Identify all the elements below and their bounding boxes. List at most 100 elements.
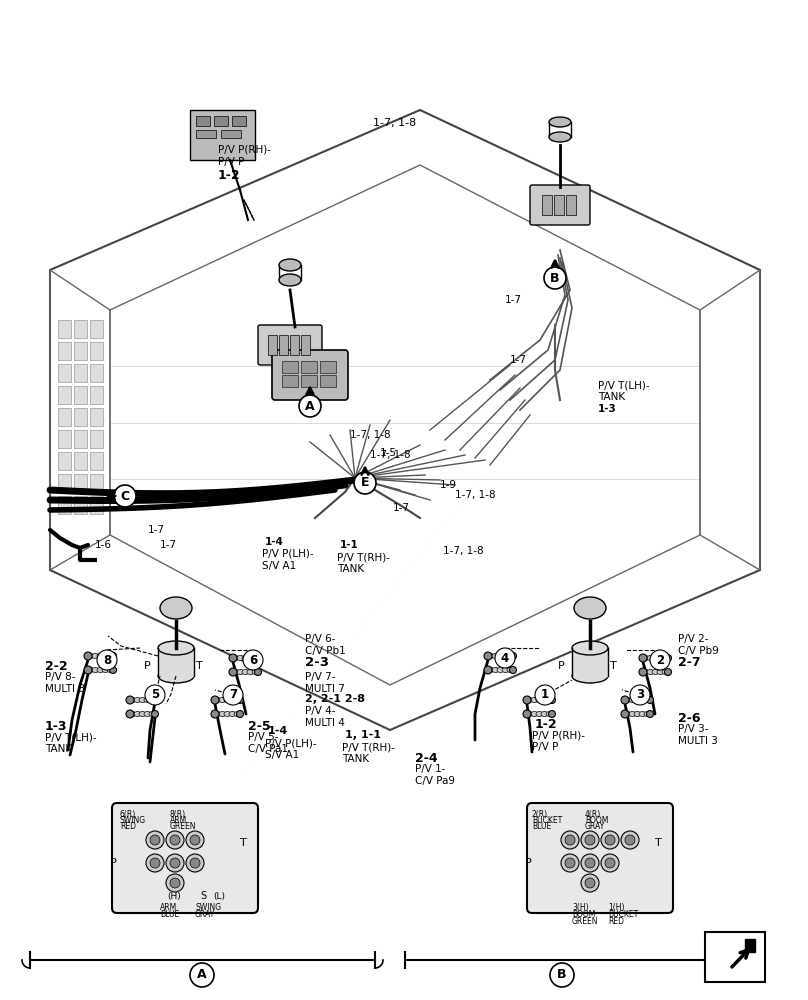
Text: P/V 2-: P/V 2-: [678, 634, 709, 644]
Bar: [282, 361, 298, 373]
Ellipse shape: [139, 698, 146, 702]
Text: 2: 2: [656, 654, 664, 666]
Bar: [542, 195, 552, 215]
Ellipse shape: [149, 698, 156, 702]
Circle shape: [630, 685, 650, 705]
Text: T: T: [610, 661, 617, 671]
Ellipse shape: [232, 656, 239, 660]
Bar: [74, 452, 87, 470]
Ellipse shape: [652, 670, 659, 674]
Ellipse shape: [574, 597, 606, 619]
Ellipse shape: [652, 656, 659, 660]
Bar: [90, 342, 103, 360]
Text: 1(H): 1(H): [608, 903, 625, 912]
Circle shape: [565, 835, 575, 845]
Bar: [268, 335, 277, 355]
Circle shape: [145, 685, 165, 705]
Circle shape: [170, 878, 180, 888]
Bar: [90, 430, 103, 448]
Text: 1-7, 1-8: 1-7, 1-8: [455, 490, 495, 500]
Text: T: T: [655, 838, 662, 848]
Ellipse shape: [144, 698, 151, 702]
Text: C/V Pb1: C/V Pb1: [305, 646, 346, 656]
Text: BLUE: BLUE: [532, 822, 551, 831]
Circle shape: [211, 696, 219, 704]
Text: P: P: [525, 858, 532, 868]
Ellipse shape: [492, 668, 499, 672]
Circle shape: [664, 654, 671, 662]
Ellipse shape: [247, 656, 254, 660]
Ellipse shape: [134, 698, 141, 702]
Ellipse shape: [647, 670, 654, 674]
FancyBboxPatch shape: [527, 803, 673, 913]
Circle shape: [152, 710, 158, 718]
Circle shape: [585, 858, 595, 868]
Circle shape: [150, 835, 160, 845]
Bar: [58, 408, 71, 426]
Circle shape: [166, 854, 184, 872]
Circle shape: [84, 652, 92, 660]
Circle shape: [190, 963, 214, 987]
Text: 1-5: 1-5: [380, 448, 397, 458]
Text: P/V T(LH)-: P/V T(LH)-: [45, 732, 97, 742]
Ellipse shape: [160, 597, 192, 619]
Bar: [290, 335, 299, 355]
Bar: [90, 496, 103, 514]
Ellipse shape: [546, 712, 553, 716]
Text: P/V P(LH)-: P/V P(LH)-: [265, 738, 317, 748]
Circle shape: [510, 652, 516, 660]
Text: 2-3: 2-3: [305, 656, 329, 669]
Circle shape: [223, 685, 243, 705]
Ellipse shape: [97, 654, 104, 658]
Ellipse shape: [87, 654, 94, 658]
Ellipse shape: [129, 698, 136, 702]
Bar: [214, 116, 228, 126]
Circle shape: [170, 858, 180, 868]
Bar: [301, 335, 310, 355]
Circle shape: [354, 472, 376, 494]
Text: P/V T(RH)-: P/V T(RH)-: [337, 552, 390, 562]
Text: 8(R): 8(R): [170, 810, 186, 819]
Text: P/V 6-: P/V 6-: [305, 634, 335, 644]
Circle shape: [211, 710, 219, 718]
Circle shape: [229, 668, 237, 676]
Bar: [196, 116, 210, 126]
Ellipse shape: [149, 712, 156, 716]
Text: 2-2: 2-2: [45, 660, 68, 673]
FancyBboxPatch shape: [272, 350, 348, 400]
Circle shape: [146, 831, 164, 849]
Circle shape: [585, 835, 595, 845]
Circle shape: [581, 854, 599, 872]
Circle shape: [601, 854, 619, 872]
Ellipse shape: [657, 656, 664, 660]
Ellipse shape: [102, 668, 109, 672]
Text: TANK: TANK: [598, 392, 625, 402]
Circle shape: [190, 835, 200, 845]
Circle shape: [639, 654, 647, 662]
Text: 1-9: 1-9: [440, 480, 457, 490]
Ellipse shape: [507, 668, 514, 672]
Text: P: P: [558, 661, 565, 671]
Text: B: B: [550, 271, 560, 284]
Circle shape: [544, 267, 566, 289]
Ellipse shape: [487, 668, 494, 672]
Ellipse shape: [224, 698, 231, 702]
Ellipse shape: [87, 668, 94, 672]
Text: SWING: SWING: [195, 903, 221, 912]
Bar: [232, 116, 246, 126]
Text: B: B: [558, 968, 566, 982]
Circle shape: [237, 710, 243, 718]
Text: BLUE: BLUE: [160, 910, 179, 919]
Text: P: P: [145, 661, 151, 671]
Ellipse shape: [129, 712, 136, 716]
Bar: [74, 496, 87, 514]
Text: 6(R): 6(R): [120, 810, 137, 819]
Bar: [282, 375, 298, 387]
Ellipse shape: [497, 654, 504, 658]
Text: S/V A1: S/V A1: [265, 750, 299, 760]
Bar: [58, 342, 71, 360]
Circle shape: [84, 666, 92, 674]
Bar: [320, 375, 336, 387]
Bar: [301, 375, 317, 387]
Ellipse shape: [642, 656, 649, 660]
